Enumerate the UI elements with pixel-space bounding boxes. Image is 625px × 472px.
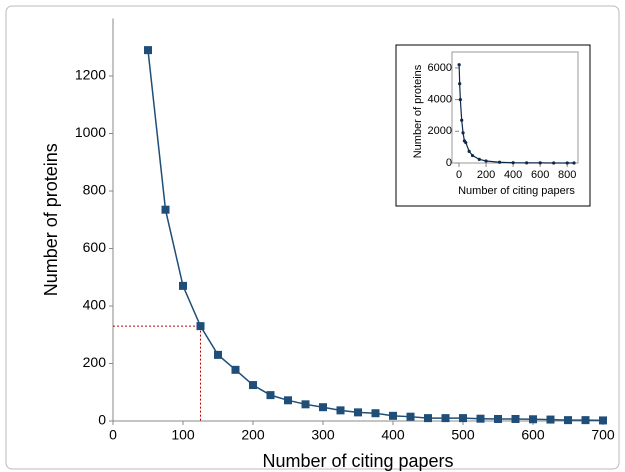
point [511, 414, 520, 423]
y-tick-label: 1000 [75, 124, 106, 140]
y-tick-label: 400 [83, 297, 107, 313]
x-tick-label: 200 [241, 426, 265, 442]
point [484, 159, 488, 163]
point [196, 322, 205, 331]
x-tick-label: 0 [109, 426, 117, 442]
point [424, 414, 432, 423]
x-tick-label: 800 [558, 169, 576, 181]
x-axis-label: Number of citing papers [262, 451, 453, 471]
inset-frame [395, 44, 591, 207]
point [538, 161, 542, 165]
point [564, 416, 572, 425]
y-tick-label: 1200 [75, 67, 106, 83]
x-tick-label: 600 [521, 426, 545, 442]
point [497, 160, 502, 164]
y-tick-label: 0 [446, 157, 452, 169]
point [494, 414, 502, 423]
y-tick-label: 600 [83, 239, 107, 255]
y-tick-label: 6000 [428, 62, 452, 74]
point [214, 350, 222, 359]
point [406, 412, 415, 421]
point [470, 153, 475, 158]
point [529, 415, 537, 424]
point [599, 416, 607, 425]
x-tick-label: 100 [171, 426, 195, 442]
point [458, 82, 462, 86]
point [525, 161, 529, 165]
point [546, 415, 555, 424]
point [249, 381, 257, 390]
x-tick-label: 700 [591, 426, 615, 442]
x-tick-label: 0 [456, 169, 462, 181]
point [477, 157, 481, 161]
point [389, 411, 397, 420]
x-axis-label: Number of citing papers [458, 185, 575, 197]
point [460, 118, 464, 122]
point [511, 161, 515, 165]
point [231, 365, 240, 374]
y-tick-label: 2000 [428, 125, 452, 137]
y-tick-label: 4000 [428, 94, 452, 106]
x-tick-label: 400 [504, 169, 522, 181]
reference-line [113, 325, 201, 421]
point [371, 409, 380, 418]
y-axis-label: Number of proteins [412, 64, 424, 158]
point [461, 131, 465, 135]
point [458, 98, 462, 102]
x-tick-label: 600 [531, 169, 549, 181]
point [354, 408, 362, 417]
point [552, 161, 556, 165]
x-tick-label: 400 [381, 426, 405, 442]
point [301, 400, 310, 409]
point [179, 281, 187, 290]
point [581, 416, 590, 425]
x-tick-label: 300 [311, 426, 335, 442]
point [457, 63, 461, 67]
point [467, 149, 471, 153]
point [336, 406, 345, 415]
y-tick-label: 800 [83, 182, 107, 198]
point [266, 391, 275, 400]
point [464, 140, 468, 145]
y-tick-label: 0 [98, 412, 106, 428]
point [284, 396, 292, 405]
y-axis-label: Number of proteins [41, 143, 61, 296]
series-line [458, 64, 575, 164]
y-tick-label: 200 [83, 354, 107, 370]
point [441, 414, 450, 423]
point [572, 161, 576, 165]
x-tick-label: 200 [477, 169, 495, 181]
point [144, 46, 152, 55]
point [161, 205, 170, 214]
x-tick-label: 500 [451, 426, 475, 442]
point [459, 414, 467, 423]
point [476, 414, 485, 423]
point [565, 161, 569, 165]
point [319, 403, 327, 412]
